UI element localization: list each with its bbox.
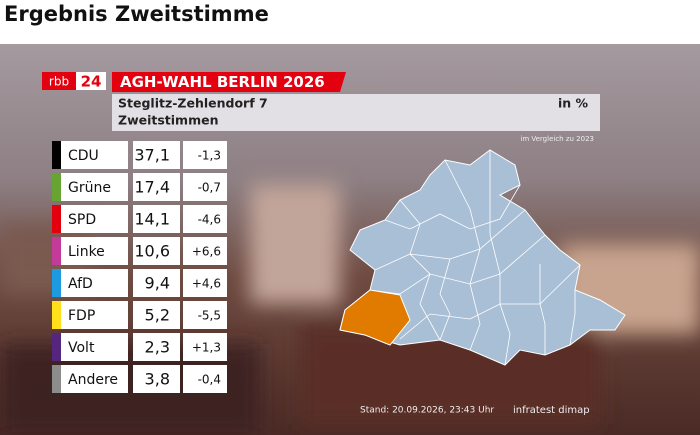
change-value: -4,6	[198, 213, 221, 227]
change-box	[183, 237, 227, 265]
highlighted-district	[339, 289, 411, 346]
change-value: +1,3	[192, 341, 221, 355]
share-value: 3,8	[145, 370, 170, 389]
change-value: -1,3	[198, 149, 221, 163]
share-box	[133, 141, 180, 169]
district-borders	[369, 150, 581, 366]
logo-box	[42, 72, 76, 90]
page-title: Ergebnis Zweitstimme	[4, 2, 269, 26]
share-value: 5,2	[145, 306, 170, 325]
header-box	[112, 94, 600, 131]
district-map	[339, 149, 626, 366]
change-box	[183, 301, 227, 329]
party-name: FDP	[68, 308, 95, 324]
party-box	[52, 237, 128, 265]
party-color	[52, 333, 61, 361]
party-color	[52, 365, 61, 393]
change-value: +6,6	[192, 245, 221, 259]
party-name: Andere	[68, 372, 118, 388]
change-box	[183, 365, 227, 393]
unit: in %	[558, 96, 589, 111]
source: infratest dimap	[513, 405, 590, 416]
party-box	[52, 301, 128, 329]
party-box	[52, 141, 128, 169]
share-value: 37,1	[134, 146, 170, 165]
share-value: 14,1	[134, 210, 170, 229]
share-value: 10,6	[134, 242, 170, 261]
party-name: SPD	[68, 212, 96, 228]
results-table: CDU 37,1 -1,3 Grüne 17,4 -0,7 SPD 14,1 -4,6 Linke…	[52, 141, 227, 393]
party-name: CDU	[68, 148, 99, 164]
share-box	[133, 333, 180, 361]
timestamp: Stand: 20.09.2026, 23:43 Uhr	[360, 406, 494, 416]
party-box	[52, 365, 128, 393]
banner	[112, 72, 346, 92]
change-box	[183, 205, 227, 233]
share-box	[133, 365, 180, 393]
banner-text: AGH-WAHL BERLIN 2026	[120, 73, 325, 91]
comparison-note: im Vergleich zu 2023	[520, 135, 594, 143]
party-color	[52, 237, 61, 265]
share-value: 2,3	[145, 338, 170, 357]
share-value: 17,4	[134, 178, 170, 197]
party-name: AfD	[68, 276, 93, 292]
party-box	[52, 173, 128, 201]
share-box	[133, 173, 180, 201]
party-color	[52, 141, 61, 169]
change-value: -5,5	[198, 309, 221, 323]
change-box	[183, 269, 227, 297]
share-box	[133, 237, 180, 265]
party-box	[52, 205, 128, 233]
party-name: Volt	[68, 340, 95, 356]
tv-graphic: rbb 24 AGH-WAHL BERLIN 2026 Steglitz-Zeh…	[0, 44, 700, 435]
district: Steglitz-Zehlendorf 7	[118, 96, 268, 111]
party-name: Grüne	[68, 180, 111, 196]
share-value: 9,4	[145, 274, 170, 293]
change-value: -0,4	[198, 373, 221, 387]
party-color	[52, 269, 61, 297]
change-box	[183, 141, 227, 169]
share-box	[133, 205, 180, 233]
share-box	[133, 301, 180, 329]
party-name: Linke	[68, 244, 105, 260]
change-value: +4,6	[192, 277, 221, 291]
change-value: -0,7	[198, 181, 221, 195]
logo-brand: rbb	[49, 75, 69, 89]
vote-type: Zweitstimmen	[118, 113, 218, 128]
change-box	[183, 333, 227, 361]
logo-channel-box	[76, 72, 106, 90]
party-box	[52, 269, 128, 297]
logo-channel: 24	[81, 73, 102, 91]
party-box	[52, 333, 128, 361]
change-box	[183, 173, 227, 201]
berlin-map	[339, 149, 626, 366]
party-color	[52, 205, 61, 233]
party-color	[52, 301, 61, 329]
party-color	[52, 173, 61, 201]
share-box	[133, 269, 180, 297]
